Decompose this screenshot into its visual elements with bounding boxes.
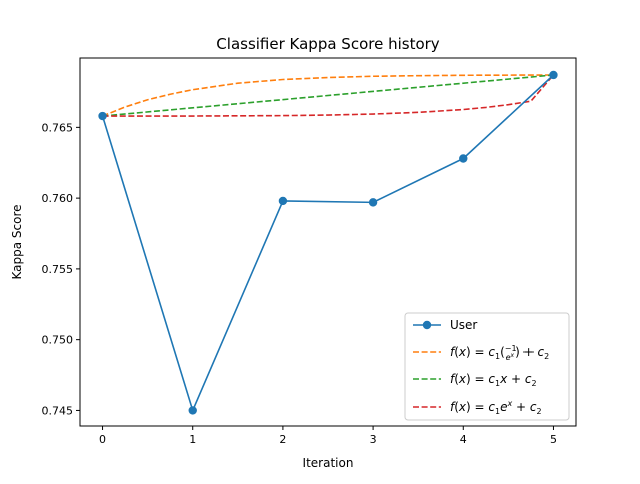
legend-entry-f-x-c1e-x-c2: f(x) = c1ex + c2 [413,399,542,416]
x-axis-label: Iteration [303,456,354,470]
y-axis-label: Kappa Score [10,204,24,279]
series-line [101,74,554,412]
y-tick-label: 0.760 [42,192,74,205]
x-tick-label: 5 [550,433,557,446]
legend: User f(x) = c1(−1 ex) + c2 f(x) = c1x + c2 f… [404,312,570,421]
data-point [278,196,288,206]
x-tick-label: 0 [99,433,106,446]
data-point [368,198,378,207]
series-line [102,74,555,117]
chart-title: Classifier Kappa Score history [216,35,440,53]
series-f-x-c1x-c2 [102,74,554,117]
legend-entry-label: f(x) = c1x + c2 [450,372,537,388]
series-f-x-c1e-x-c2 [102,74,555,117]
x-tick-label: 3 [370,433,377,446]
legend-entry-label: User [450,318,477,332]
series-line [102,74,554,117]
y-tick-label: 0.755 [42,263,74,276]
legend-entry-label: f(x) = c1ex + c2 [450,399,542,416]
data-point [188,406,197,415]
data-point [549,70,558,80]
plot-frame [79,57,577,427]
legend-entry-label: f(x) = c1(−1 ex) + c2 [450,344,549,362]
series-user [98,70,558,415]
data-point [98,111,107,121]
legend-box [404,312,570,421]
data-point [459,154,468,163]
legend-entry-user: User [413,318,477,332]
series-layer [98,70,558,415]
y-tick-label: 0.765 [42,121,74,134]
legend-marker [422,320,432,330]
legend-entry-f-x-c1-1-e-x-c2: f(x) = c1(−1 ex) + c2 [413,344,549,362]
series-f-x-c1-1-e-x-c2 [102,74,554,117]
x-tick-label: 1 [189,433,196,446]
x-tick-label: 4 [460,433,467,446]
y-tick-label: 0.745 [42,404,74,417]
ticks-layer: 0 1 2 3 4 5 0.745 0.750 0.755 0.760 0.765 [42,121,557,446]
y-tick-label: 0.750 [42,334,74,347]
series-line [102,74,554,117]
legend-entry-f-x-c1x-c2: f(x) = c1x + c2 [413,372,537,388]
x-tick-label: 2 [279,433,286,446]
